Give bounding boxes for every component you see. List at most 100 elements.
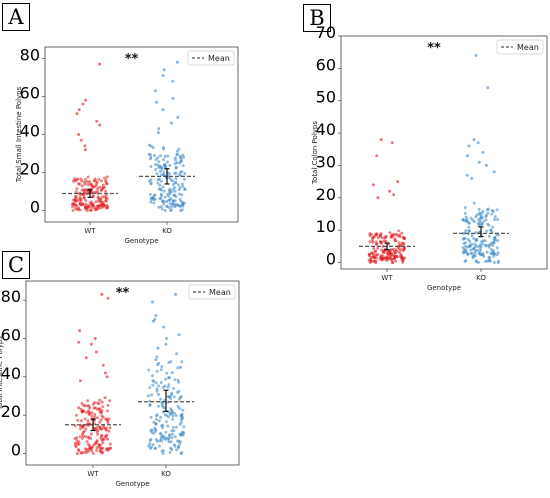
data-point	[467, 244, 471, 248]
data-point	[182, 425, 186, 429]
data-point	[478, 212, 482, 216]
data-point	[479, 249, 482, 252]
data-point	[71, 205, 74, 209]
data-point	[159, 192, 163, 196]
data-point	[169, 209, 173, 213]
data-point	[174, 414, 178, 417]
data-point	[101, 441, 105, 445]
data-point	[96, 416, 99, 420]
data-point	[84, 202, 88, 206]
data-point	[166, 385, 170, 389]
data-point	[172, 429, 176, 433]
data-point	[165, 414, 169, 418]
chart-panel-c: 0 20 40 60 80 WT KO Genotype Total Intestine Pol…	[0, 280, 240, 488]
data-point	[106, 437, 110, 441]
data-point	[479, 246, 482, 250]
data-point	[101, 183, 105, 187]
data-point	[469, 248, 473, 252]
x-tick-label: WT	[87, 470, 99, 478]
data-point	[150, 428, 154, 432]
data-point-outlier	[94, 350, 98, 354]
data-point	[156, 181, 160, 185]
data-point	[157, 444, 161, 448]
data-point	[170, 436, 174, 440]
data-point	[87, 447, 91, 451]
data-point-outlier	[161, 74, 165, 77]
data-point-outlier	[93, 337, 97, 340]
data-point	[489, 228, 493, 232]
data-point	[369, 259, 373, 263]
data-point	[104, 417, 108, 421]
data-point	[72, 179, 76, 183]
data-point-outlier	[476, 141, 480, 145]
legend-label: Mean	[517, 43, 539, 52]
data-point	[476, 248, 479, 252]
data-point	[87, 409, 90, 413]
data-point	[97, 198, 101, 202]
data-point	[86, 205, 90, 209]
data-point-outlier	[101, 363, 105, 367]
data-point-outlier	[392, 193, 396, 197]
data-point	[402, 236, 406, 240]
data-point-outlier	[157, 361, 160, 365]
data-point	[488, 258, 492, 262]
data-point-outlier	[98, 62, 102, 66]
data-point	[152, 194, 156, 197]
data-point	[394, 248, 398, 252]
y-tick-label: 60	[20, 83, 40, 102]
data-point	[99, 179, 103, 183]
data-point	[472, 201, 476, 205]
chart-panel-b: 0 10 20 30 40 50 60 70 WT KO Genotype Total Colon P…	[311, 23, 548, 292]
data-point	[71, 209, 75, 212]
data-point	[180, 414, 183, 418]
data-point	[168, 202, 172, 206]
data-point	[97, 407, 101, 411]
data-point	[104, 196, 108, 200]
data-point	[389, 248, 393, 252]
data-point	[98, 420, 102, 424]
data-point	[154, 163, 157, 166]
plot-frame	[340, 35, 548, 270]
data-point	[158, 169, 162, 173]
data-point	[174, 180, 178, 184]
data-point-outlier	[75, 112, 79, 116]
data-point-outlier	[486, 86, 490, 90]
data-point	[105, 182, 109, 186]
x-tick-label: KO	[476, 274, 486, 282]
data-point	[162, 202, 166, 206]
data-point	[180, 431, 184, 435]
data-point	[372, 235, 376, 239]
data-point	[467, 221, 471, 225]
data-point	[170, 408, 173, 412]
data-point-outlier	[98, 123, 102, 127]
data-point	[379, 232, 383, 236]
data-point	[177, 446, 181, 449]
data-point	[496, 251, 500, 255]
data-point	[372, 247, 376, 250]
data-point	[95, 407, 99, 411]
data-point	[153, 429, 157, 433]
data-point	[399, 252, 403, 256]
data-point	[166, 395, 170, 399]
data-point	[90, 411, 94, 415]
data-point	[78, 208, 82, 212]
data-point-outlier	[396, 180, 400, 184]
y-tick-label: 60	[1, 326, 21, 345]
data-point-outlier	[175, 60, 179, 64]
data-point	[178, 442, 182, 446]
data-point	[161, 405, 165, 409]
data-point	[76, 418, 80, 422]
y-tick-label: 50	[316, 88, 336, 107]
data-point	[79, 197, 83, 201]
data-point	[182, 177, 186, 181]
data-point	[490, 209, 494, 213]
data-point	[160, 167, 164, 171]
data-point	[171, 417, 175, 421]
plot-frame	[44, 46, 239, 223]
data-point	[82, 190, 86, 194]
data-point	[369, 252, 373, 255]
data-point	[77, 449, 81, 452]
data-point	[160, 439, 164, 443]
data-point	[93, 413, 97, 416]
data-point	[170, 205, 174, 208]
